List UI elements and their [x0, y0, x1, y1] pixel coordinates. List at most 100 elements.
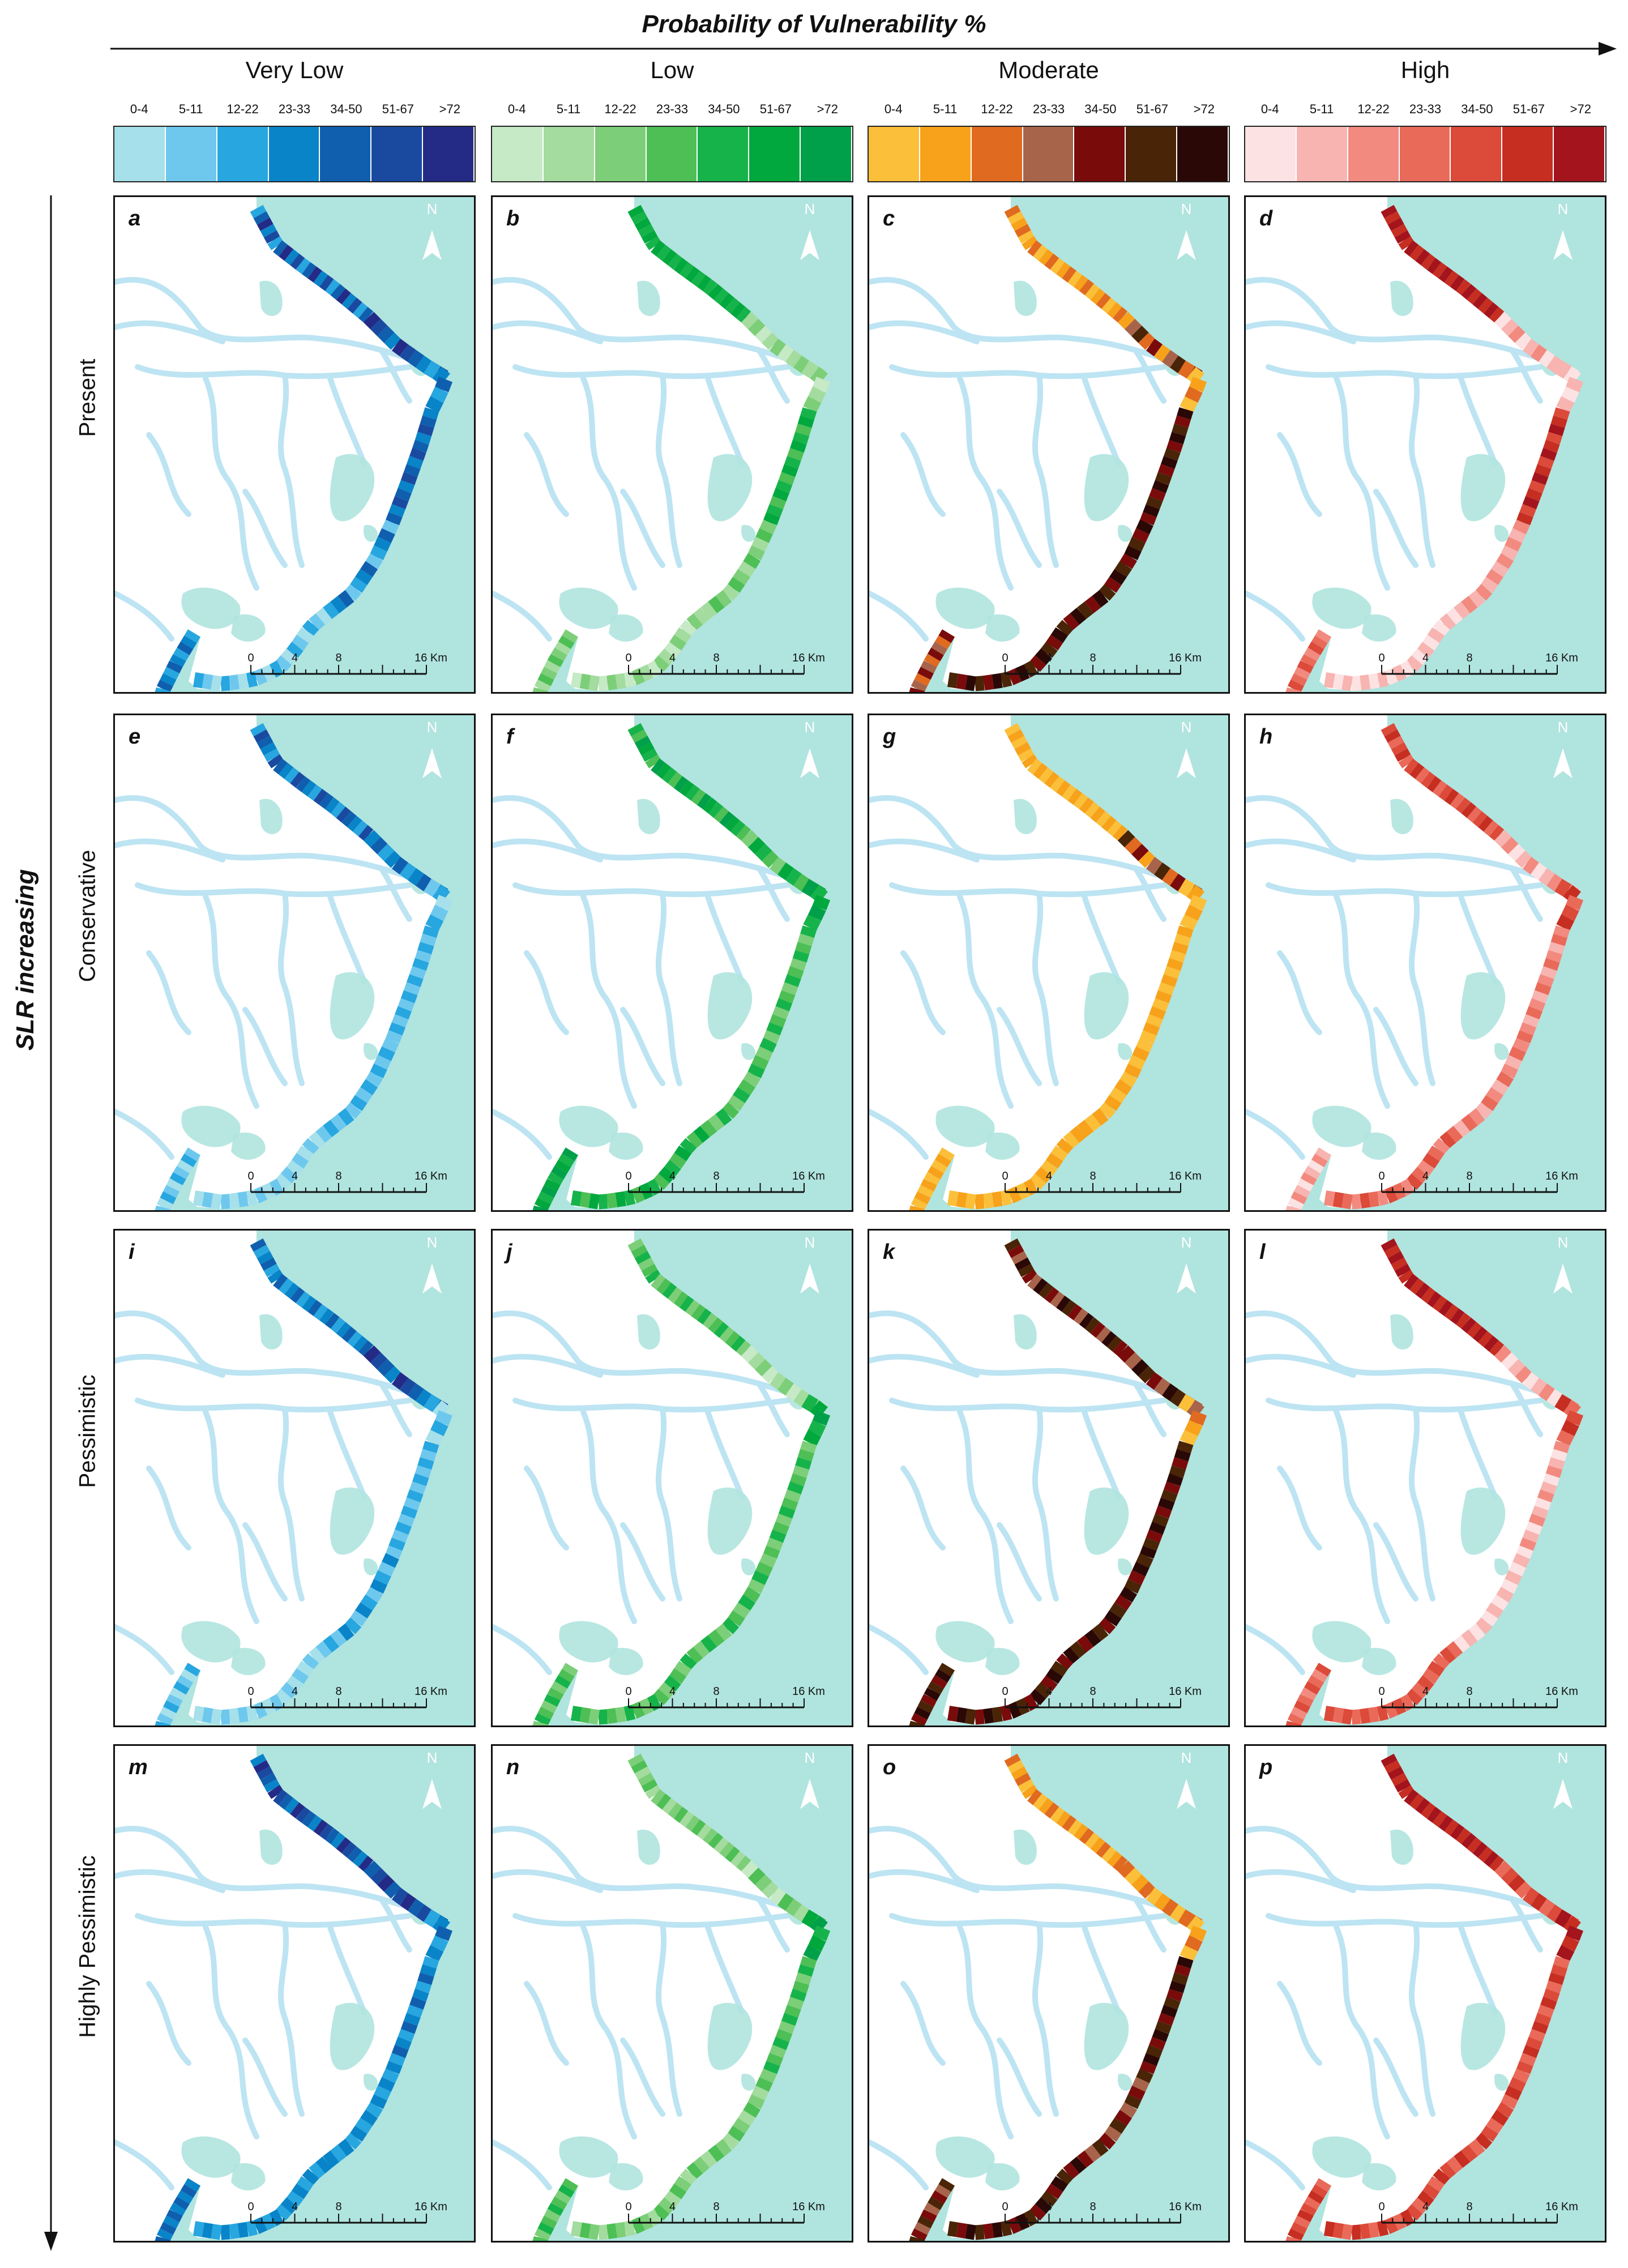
coastal-segment [1109, 569, 1127, 586]
coastal-segment [550, 1165, 567, 1180]
coastal-segment [777, 344, 794, 362]
legend-tick-label: 34-50 [1084, 102, 1117, 116]
coastal-segment [1131, 1359, 1149, 1377]
coastal-segment [1550, 1449, 1567, 1462]
coastal-segment [279, 1278, 294, 1295]
coastal-segment [974, 1709, 985, 1725]
coastal-segment [558, 1669, 575, 1683]
scale-label: 8 [713, 1170, 719, 1182]
coastal-segment [800, 407, 817, 420]
river [203, 1924, 259, 2139]
coastal-segment [1040, 1160, 1058, 1176]
river [327, 375, 367, 466]
coastal-segment [1468, 590, 1485, 608]
coastal-segment [685, 1815, 700, 1832]
river [1246, 1109, 1305, 1160]
coastal-segment [313, 271, 328, 287]
coastal-segment [1315, 2178, 1332, 2192]
coastal-segment [1062, 1815, 1076, 1832]
river [278, 1406, 305, 1601]
coastal-segment [1565, 895, 1584, 911]
coastal-segment [627, 204, 644, 219]
coastal-segment [324, 1313, 340, 1329]
coastal-segment [417, 1972, 434, 1985]
mudflat [707, 972, 753, 1040]
coastal-segment [1170, 1904, 1187, 1922]
coastal-segment [377, 844, 395, 861]
river [1082, 1924, 1121, 2015]
coastal-segment [1467, 806, 1482, 823]
coastal-segment [1332, 2222, 1344, 2239]
coastal-segment [938, 1147, 955, 1161]
river [1246, 1869, 1356, 1893]
mudflat [637, 798, 660, 834]
coastal-segment [1528, 480, 1546, 494]
coastal-segment [927, 1165, 944, 1180]
coastal-segment [391, 857, 409, 875]
coastal-segment [708, 1114, 725, 1131]
legend-tick-label: 23-33 [1409, 102, 1442, 116]
coastal-segment [662, 1798, 677, 1814]
mudflat [637, 1314, 660, 1349]
north-arrow-icon [422, 230, 442, 260]
coastal-segment [664, 2190, 681, 2207]
coastal-segment [669, 1152, 687, 1169]
coastal-segment [1405, 1689, 1423, 1706]
coastal-segment [1285, 1205, 1302, 1210]
coastal-segment [541, 1700, 557, 1714]
coastal-segment [1155, 472, 1172, 485]
coastal-segment [1561, 1420, 1579, 1437]
scale-bar: 0 4 8 16 Km [247, 1170, 447, 1193]
coastal-segment [1384, 211, 1401, 225]
coastal-segment [237, 1706, 249, 1723]
coastal-segment [1062, 784, 1076, 801]
coastal-segment [1153, 1378, 1170, 1396]
coastal-segment [1039, 767, 1054, 784]
coastal-segment [1007, 2216, 1022, 2234]
coastal-segment [673, 1291, 689, 1308]
coastal-segment [727, 1610, 745, 1626]
map-svg: N0 4 8 16 Kmo [869, 1746, 1207, 2241]
coastal-segment [1461, 1629, 1478, 1647]
mudflat [259, 1314, 283, 1349]
coastal-segment [257, 1251, 274, 1265]
coastal-segment [992, 673, 1003, 689]
map-svg: N0 4 8 16 Kmj [493, 1231, 831, 1725]
coastal-segment [323, 2150, 340, 2168]
coastal-segment [1128, 2085, 1146, 2101]
coastal-segment [1033, 1793, 1048, 1810]
coastal-segment [1387, 736, 1404, 749]
coastal-segment [662, 249, 677, 266]
coastal-segment [1124, 1063, 1142, 1079]
river [900, 950, 946, 1035]
legend-swatch [1348, 127, 1400, 181]
coastal-segment [738, 2109, 756, 2126]
coastal-segment [273, 1274, 288, 1290]
coastal-segment [177, 641, 194, 656]
coastal-segment [1540, 1481, 1557, 1494]
coastal-segment [1044, 771, 1059, 788]
coastal-segment [1128, 536, 1146, 552]
coastal-segment [246, 1189, 258, 1206]
coastal-segment [315, 1126, 332, 1143]
coastal-segment [713, 288, 729, 305]
coastal-segment [931, 1159, 948, 1174]
coastal-segment [260, 1257, 277, 1271]
coastal-segment [1109, 1087, 1127, 1104]
coastal-segment [1491, 1594, 1509, 1611]
scale-bar: 0 4 8 16 Km [1378, 652, 1578, 675]
legend-swatch [543, 127, 595, 181]
coastal-segment [193, 1706, 204, 1722]
coastal-segment [286, 1675, 304, 1692]
coastal-segment [1304, 1165, 1321, 1180]
coastal-segment [1450, 1823, 1465, 1840]
river [1246, 1826, 1452, 1891]
coastal-segment [769, 1529, 787, 1543]
coastal-segment [1522, 496, 1540, 510]
coastal-segment [1300, 654, 1317, 668]
coastal-segment [1491, 1079, 1509, 1096]
coastal-segment [680, 1653, 697, 1670]
scale-bar: 0 4 8 16 Km [625, 1685, 825, 1709]
coastal-segment [1391, 1257, 1408, 1271]
coastal-segment [1079, 1313, 1094, 1329]
